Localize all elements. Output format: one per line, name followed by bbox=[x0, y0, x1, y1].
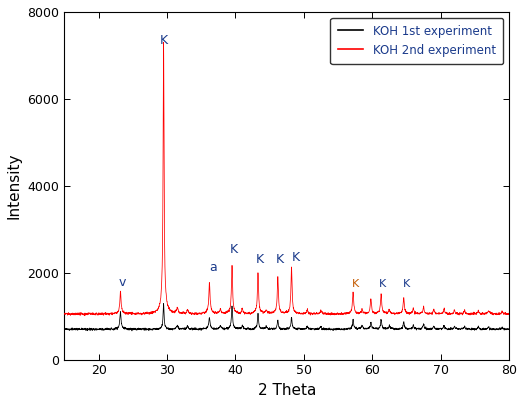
X-axis label: 2 Theta: 2 Theta bbox=[257, 383, 316, 398]
Text: K: K bbox=[230, 243, 238, 256]
Legend: KOH 1st experiment, KOH 2nd experiment: KOH 1st experiment, KOH 2nd experiment bbox=[331, 18, 503, 64]
Y-axis label: Intensity: Intensity bbox=[7, 153, 22, 219]
Text: K: K bbox=[159, 34, 168, 47]
Text: v: v bbox=[119, 276, 126, 289]
Text: K: K bbox=[276, 253, 284, 266]
Text: K: K bbox=[352, 279, 359, 289]
Text: K: K bbox=[255, 253, 264, 266]
Text: K: K bbox=[291, 251, 300, 264]
Text: K: K bbox=[379, 279, 386, 289]
Text: a: a bbox=[210, 260, 217, 274]
Text: K: K bbox=[403, 279, 410, 289]
